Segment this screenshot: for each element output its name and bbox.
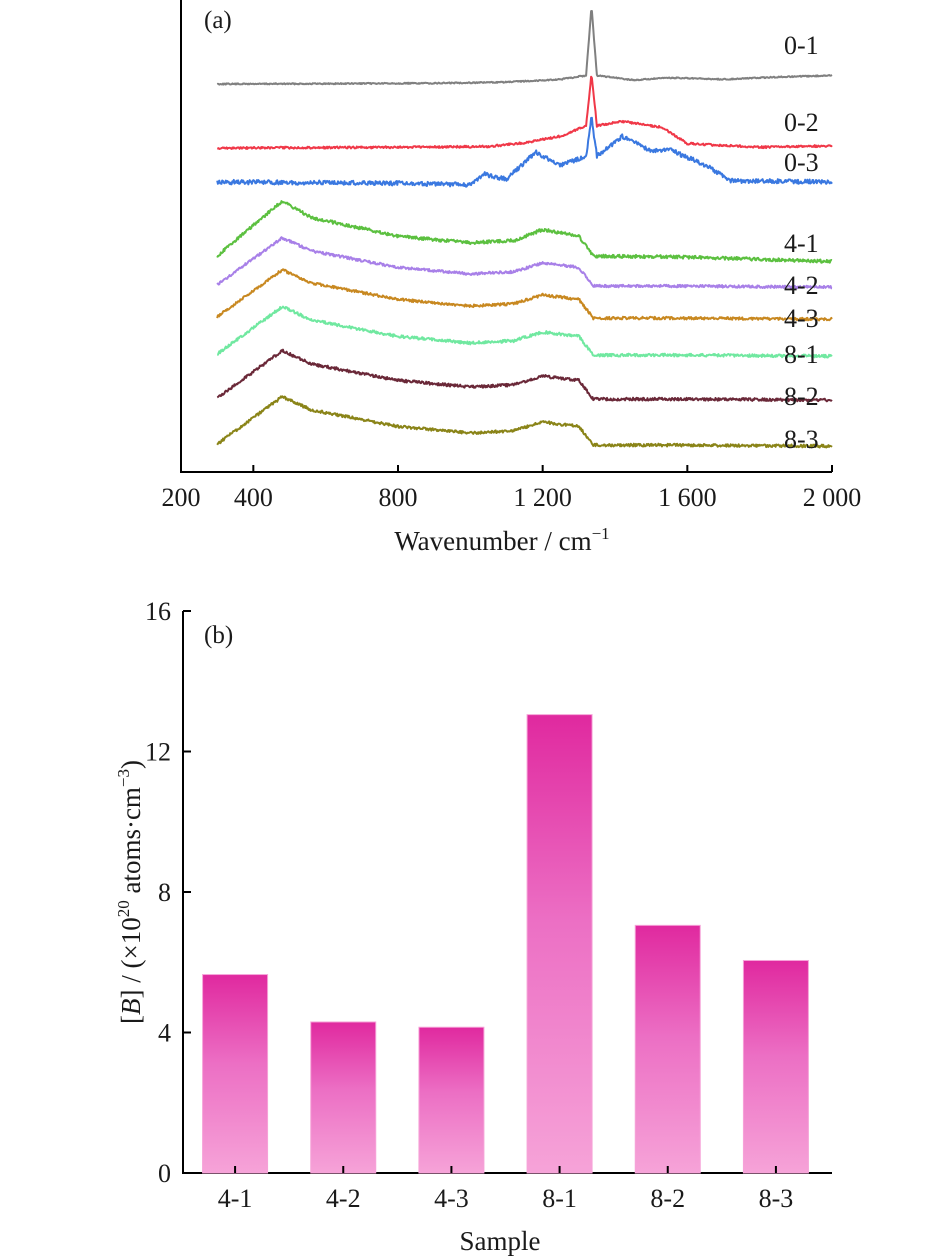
boron-concentration-panel: (b) 0 4 8 12 16 4-1 4-2 4-3 8-1 8-2 8-3 Sample [B… xyxy=(114,597,832,1256)
trace-label-8-2: 8-2 xyxy=(784,382,819,411)
raman-spectra-panel: (a) 200 400 800 1 200 1 600 2 000 0-1 0-2 0-3 4-… xyxy=(162,0,862,556)
panel-b-x-tick-label: 4-3 xyxy=(434,1184,469,1213)
panel-b-x-tick-label: 4-2 xyxy=(326,1184,361,1213)
panel-b-x-tick-label: 8-2 xyxy=(650,1184,685,1213)
panel-b-y-tick-label: 16 xyxy=(145,597,171,626)
panel-a-x-tick-label: 1 200 xyxy=(513,483,572,512)
panel-b-y-tick-label: 0 xyxy=(158,1159,171,1188)
y-title-sup-20: 20 xyxy=(114,900,133,917)
trace-label-8-3: 8-3 xyxy=(784,425,819,454)
trace-label-0-2: 0-2 xyxy=(784,108,819,137)
panel-b-x-tick-label: 8-3 xyxy=(759,1184,794,1213)
bar-4-1 xyxy=(202,974,269,1174)
panel-a-x-tick-label: 1 600 xyxy=(658,483,717,512)
trace-label-4-3: 4-3 xyxy=(784,304,819,333)
panel-b-y-tick-label: 8 xyxy=(158,878,171,907)
spectrum-trace-0-2 xyxy=(216,75,833,150)
panel-b-x-tick-label: 4-1 xyxy=(218,1184,253,1213)
y-title-sup-minus3: −3 xyxy=(114,769,133,787)
bar-4-2 xyxy=(310,1021,377,1174)
trace-label-0-1: 0-1 xyxy=(784,31,819,60)
panel-a-label: (a) xyxy=(204,7,232,34)
y-title-units: atoms·cm xyxy=(116,787,146,900)
panel-a-x-axis-title: Wavenumber / cm−1 xyxy=(394,524,609,556)
panel-b-x-tick-label: 8-1 xyxy=(542,1184,577,1213)
panel-b-label: (b) xyxy=(204,622,233,649)
spectrum-trace-0-1 xyxy=(216,10,833,86)
spectrum-trace-4-3 xyxy=(216,268,833,322)
panel-b-y-tick-label: 12 xyxy=(145,738,171,767)
panel-b-y-tick-label: 4 xyxy=(158,1019,171,1048)
spectrum-trace-4-2 xyxy=(216,236,833,290)
bar-8-2 xyxy=(634,924,701,1174)
spectrum-trace-8-1 xyxy=(216,305,833,359)
panel-b-y-axis-title: [B] / (×1020 atoms·cm−3) xyxy=(114,760,146,1024)
bar-8-3 xyxy=(742,959,809,1174)
bar-4-3 xyxy=(418,1026,485,1174)
panel-a-x-axis-title-sup: −1 xyxy=(592,524,610,543)
y-title-open-bracket: [ xyxy=(116,1015,146,1024)
panel-b-x-axis-title: Sample xyxy=(460,1226,541,1256)
y-title-multiplier: ] / (×10 xyxy=(116,917,146,998)
panel-a-x-tick-label: 200 xyxy=(162,483,201,512)
trace-label-4-1: 4-1 xyxy=(784,229,819,258)
y-title-b-symbol: B xyxy=(116,999,146,1016)
spectrum-trace-8-3 xyxy=(216,395,833,449)
spectrum-trace-4-1 xyxy=(216,200,833,264)
panel-a-x-axis-title-main: Wavenumber / cm xyxy=(394,526,591,556)
panel-a-x-tick-label: 800 xyxy=(379,483,418,512)
trace-label-0-3: 0-3 xyxy=(784,148,819,177)
panel-a-x-tick-label: 400 xyxy=(234,483,273,512)
bar-8-1 xyxy=(526,714,593,1174)
trace-label-4-2: 4-2 xyxy=(784,271,819,300)
y-title-close-paren: ) xyxy=(116,760,146,769)
spectrum-trace-0-3 xyxy=(216,116,833,188)
spectrum-trace-8-2 xyxy=(216,348,833,403)
panel-a-x-tick-label: 2 000 xyxy=(803,483,862,512)
trace-label-8-1: 8-1 xyxy=(784,340,819,369)
